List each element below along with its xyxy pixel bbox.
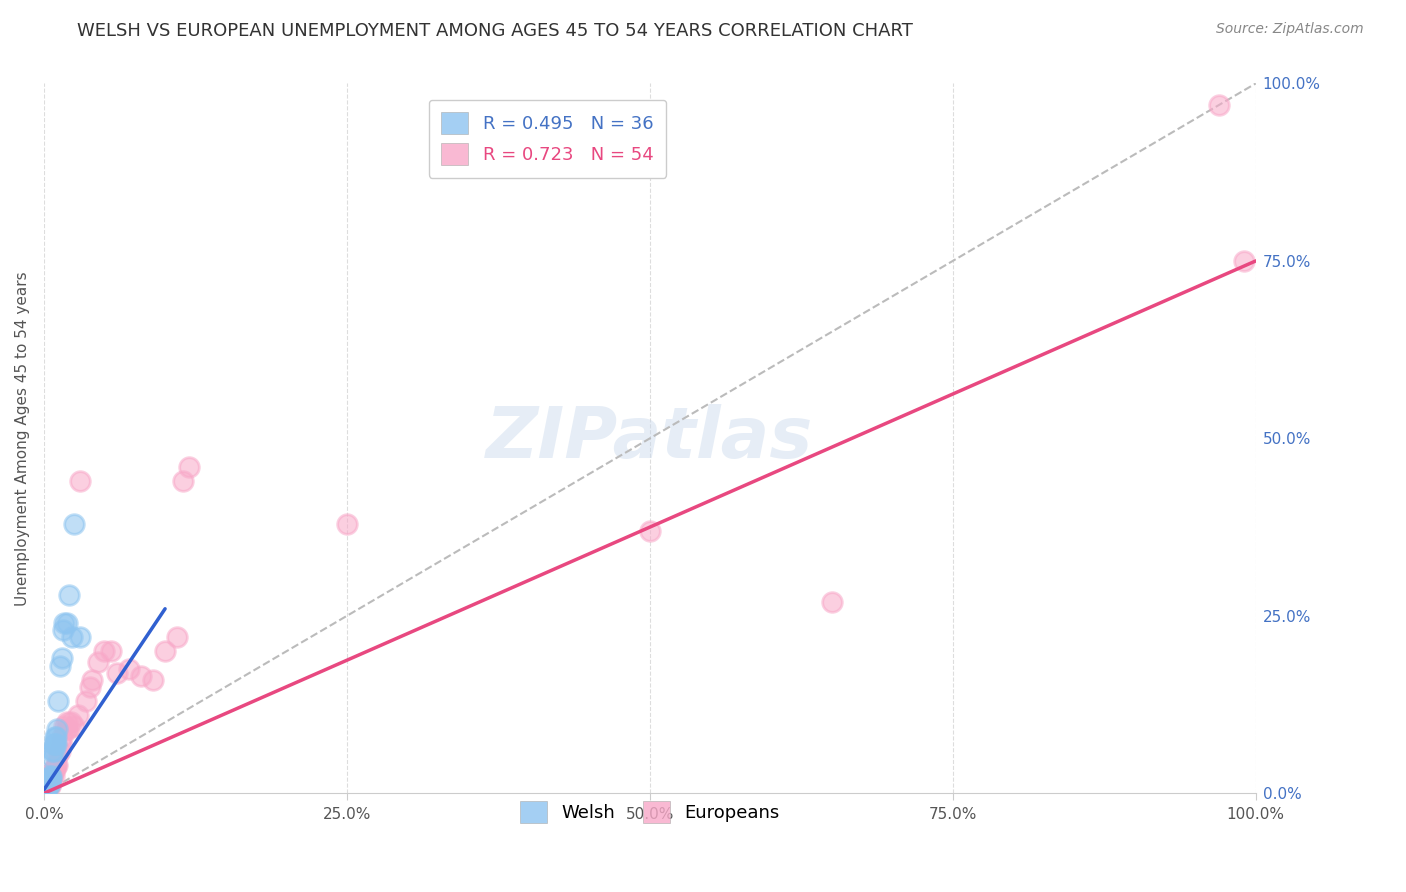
Point <box>35 782 58 797</box>
Point <box>63 719 86 733</box>
Point <box>59 715 82 730</box>
Point <box>56 615 79 630</box>
Point <box>39 772 62 786</box>
Point <box>39 772 62 786</box>
Point <box>39 769 62 783</box>
Point <box>1233 254 1256 268</box>
Text: ZIPatlas: ZIPatlas <box>486 404 814 473</box>
Point <box>42 769 65 783</box>
Point <box>38 772 60 786</box>
Point <box>69 474 91 488</box>
Point <box>44 762 66 776</box>
Point <box>56 715 79 730</box>
Point <box>46 723 69 737</box>
Point <box>55 723 77 737</box>
Point <box>48 744 70 758</box>
Point <box>118 662 141 676</box>
Point <box>153 644 176 658</box>
Point <box>39 769 62 783</box>
Point <box>38 775 60 789</box>
Point <box>172 474 194 488</box>
Point <box>51 651 73 665</box>
Point <box>48 747 70 762</box>
Point <box>42 744 65 758</box>
Point <box>52 623 75 637</box>
Point <box>105 665 128 680</box>
Point <box>37 779 59 793</box>
Point <box>56 723 79 737</box>
Text: Source: ZipAtlas.com: Source: ZipAtlas.com <box>1216 22 1364 37</box>
Point <box>166 630 188 644</box>
Point <box>46 758 69 772</box>
Point <box>41 765 63 780</box>
Point <box>39 779 62 793</box>
Point <box>82 673 104 687</box>
Point <box>35 782 58 797</box>
Point <box>41 769 63 783</box>
Point <box>41 744 63 758</box>
Point <box>45 730 67 744</box>
Point <box>48 658 70 673</box>
Point <box>39 772 62 786</box>
Point <box>69 630 91 644</box>
Point <box>38 772 60 786</box>
Point <box>45 737 67 751</box>
Point <box>1208 97 1230 112</box>
Point <box>79 680 101 694</box>
Point <box>34 782 56 797</box>
Point <box>35 775 58 789</box>
Point <box>53 615 76 630</box>
Text: WELSH VS EUROPEAN UNEMPLOYMENT AMONG AGES 45 TO 54 YEARS CORRELATION CHART: WELSH VS EUROPEAN UNEMPLOYMENT AMONG AGE… <box>77 22 914 40</box>
Point <box>87 655 110 669</box>
Point <box>142 673 165 687</box>
Point <box>34 775 56 789</box>
Point <box>638 524 661 538</box>
Point <box>58 588 80 602</box>
Point <box>39 769 62 783</box>
Point <box>93 644 115 658</box>
Point <box>39 775 62 789</box>
Legend: Welsh, Europeans: Welsh, Europeans <box>509 790 790 834</box>
Point <box>336 516 359 531</box>
Point <box>34 779 56 793</box>
Point <box>37 775 59 789</box>
Point <box>35 779 58 793</box>
Point <box>38 779 60 793</box>
Point <box>75 694 97 708</box>
Point <box>39 775 62 789</box>
Point <box>34 782 56 797</box>
Point <box>42 762 65 776</box>
Point <box>44 730 66 744</box>
Point <box>45 758 67 772</box>
Point <box>42 737 65 751</box>
Point <box>37 772 59 786</box>
Point <box>44 737 66 751</box>
Point <box>37 779 59 793</box>
Point <box>129 669 152 683</box>
Point <box>35 779 58 793</box>
Point <box>38 775 60 789</box>
Point <box>34 772 56 786</box>
Point <box>37 772 59 786</box>
Point <box>39 775 62 789</box>
Point <box>37 775 59 789</box>
Point <box>66 708 89 723</box>
Point <box>34 779 56 793</box>
Point <box>100 644 122 658</box>
Point <box>48 694 70 708</box>
Point <box>60 630 83 644</box>
Point <box>41 751 63 765</box>
Point <box>35 775 58 789</box>
Point <box>820 595 842 609</box>
Point <box>179 459 201 474</box>
Point <box>63 516 86 531</box>
Point <box>49 737 72 751</box>
Point <box>53 719 76 733</box>
Point <box>51 730 73 744</box>
Y-axis label: Unemployment Among Ages 45 to 54 years: Unemployment Among Ages 45 to 54 years <box>15 271 30 606</box>
